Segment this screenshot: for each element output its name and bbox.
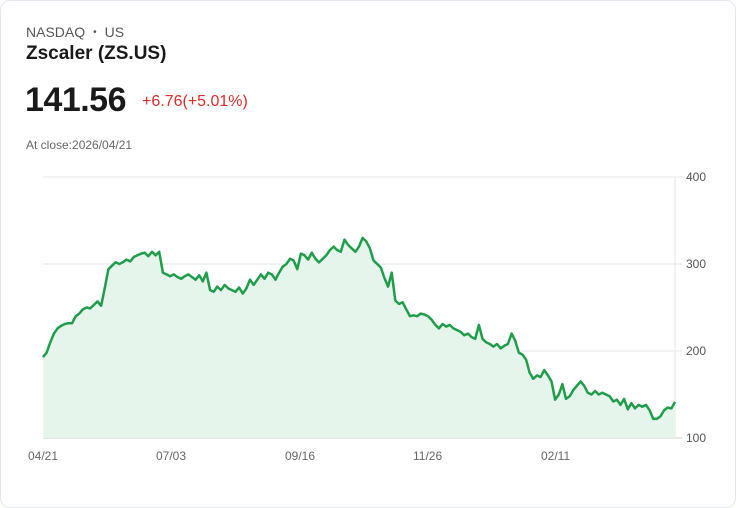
exchange-name: NASDAQ	[26, 24, 86, 40]
x-tick-label: 02/11	[541, 449, 570, 463]
region: US	[104, 24, 125, 40]
x-tick-label: 11/26	[413, 449, 442, 463]
x-tick-label: 07/03	[156, 449, 186, 463]
y-tick-label: 400	[686, 170, 706, 184]
y-tick-label: 100	[686, 431, 706, 445]
stock-title: Zscaler (ZS.US)	[26, 43, 167, 64]
price-change: +6.76(+5.01%)	[142, 93, 248, 110]
x-tick-label: 09/16	[285, 449, 315, 463]
stock-price: 141.56	[25, 81, 127, 119]
exchange-line: NASDAQ • US	[26, 24, 124, 40]
y-tick-label: 200	[686, 344, 706, 358]
chart-price-line	[42, 236, 677, 421]
close-timestamp: At close:2026/04/21	[26, 138, 133, 152]
chart-area-fill	[43, 237, 675, 438]
y-tick-label: 300	[686, 257, 706, 271]
separator-dot: •	[93, 26, 97, 38]
x-axis: 04/21 07/03 09/16 11/26 02/11	[28, 449, 570, 463]
x-tick-label: 04/21	[28, 449, 58, 463]
y-axis: 400 300 200 100	[686, 170, 706, 445]
